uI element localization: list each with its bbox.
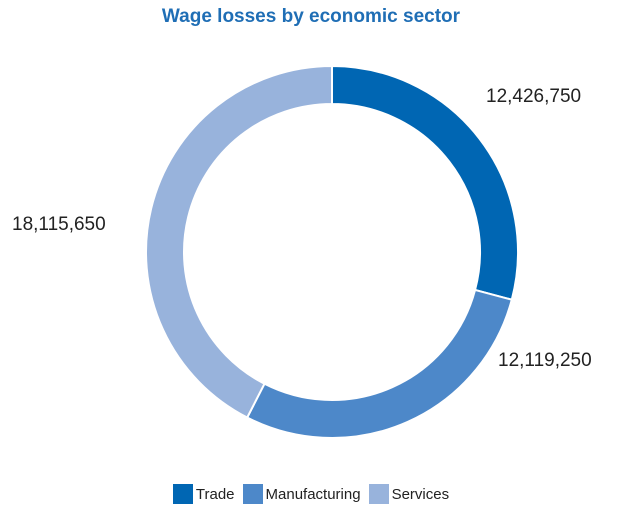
legend-label-trade: Trade	[195, 485, 235, 503]
data-label-manufacturing: 12,119,250	[498, 350, 592, 371]
legend-item-services: Services	[368, 484, 450, 504]
chart-legend: Trade Manufacturing Services	[0, 484, 622, 504]
donut-chart	[145, 64, 519, 439]
donut-slice-manufacturing	[245, 288, 514, 439]
legend-swatch-trade	[172, 484, 193, 504]
legend-label-services: Services	[391, 485, 450, 503]
donut-slice-services	[145, 64, 333, 419]
chart-title: Wage losses by economic sector	[161, 6, 461, 27]
data-label-services: 18,115,650	[12, 214, 106, 235]
legend-item-manufacturing: Manufacturing	[242, 484, 361, 504]
legend-swatch-manufacturing	[242, 484, 263, 504]
legend-item-trade: Trade	[172, 484, 235, 504]
data-label-trade: 12,426,750	[486, 86, 582, 107]
legend-swatch-services	[368, 484, 389, 504]
legend-label-manufacturing: Manufacturing	[265, 485, 361, 503]
